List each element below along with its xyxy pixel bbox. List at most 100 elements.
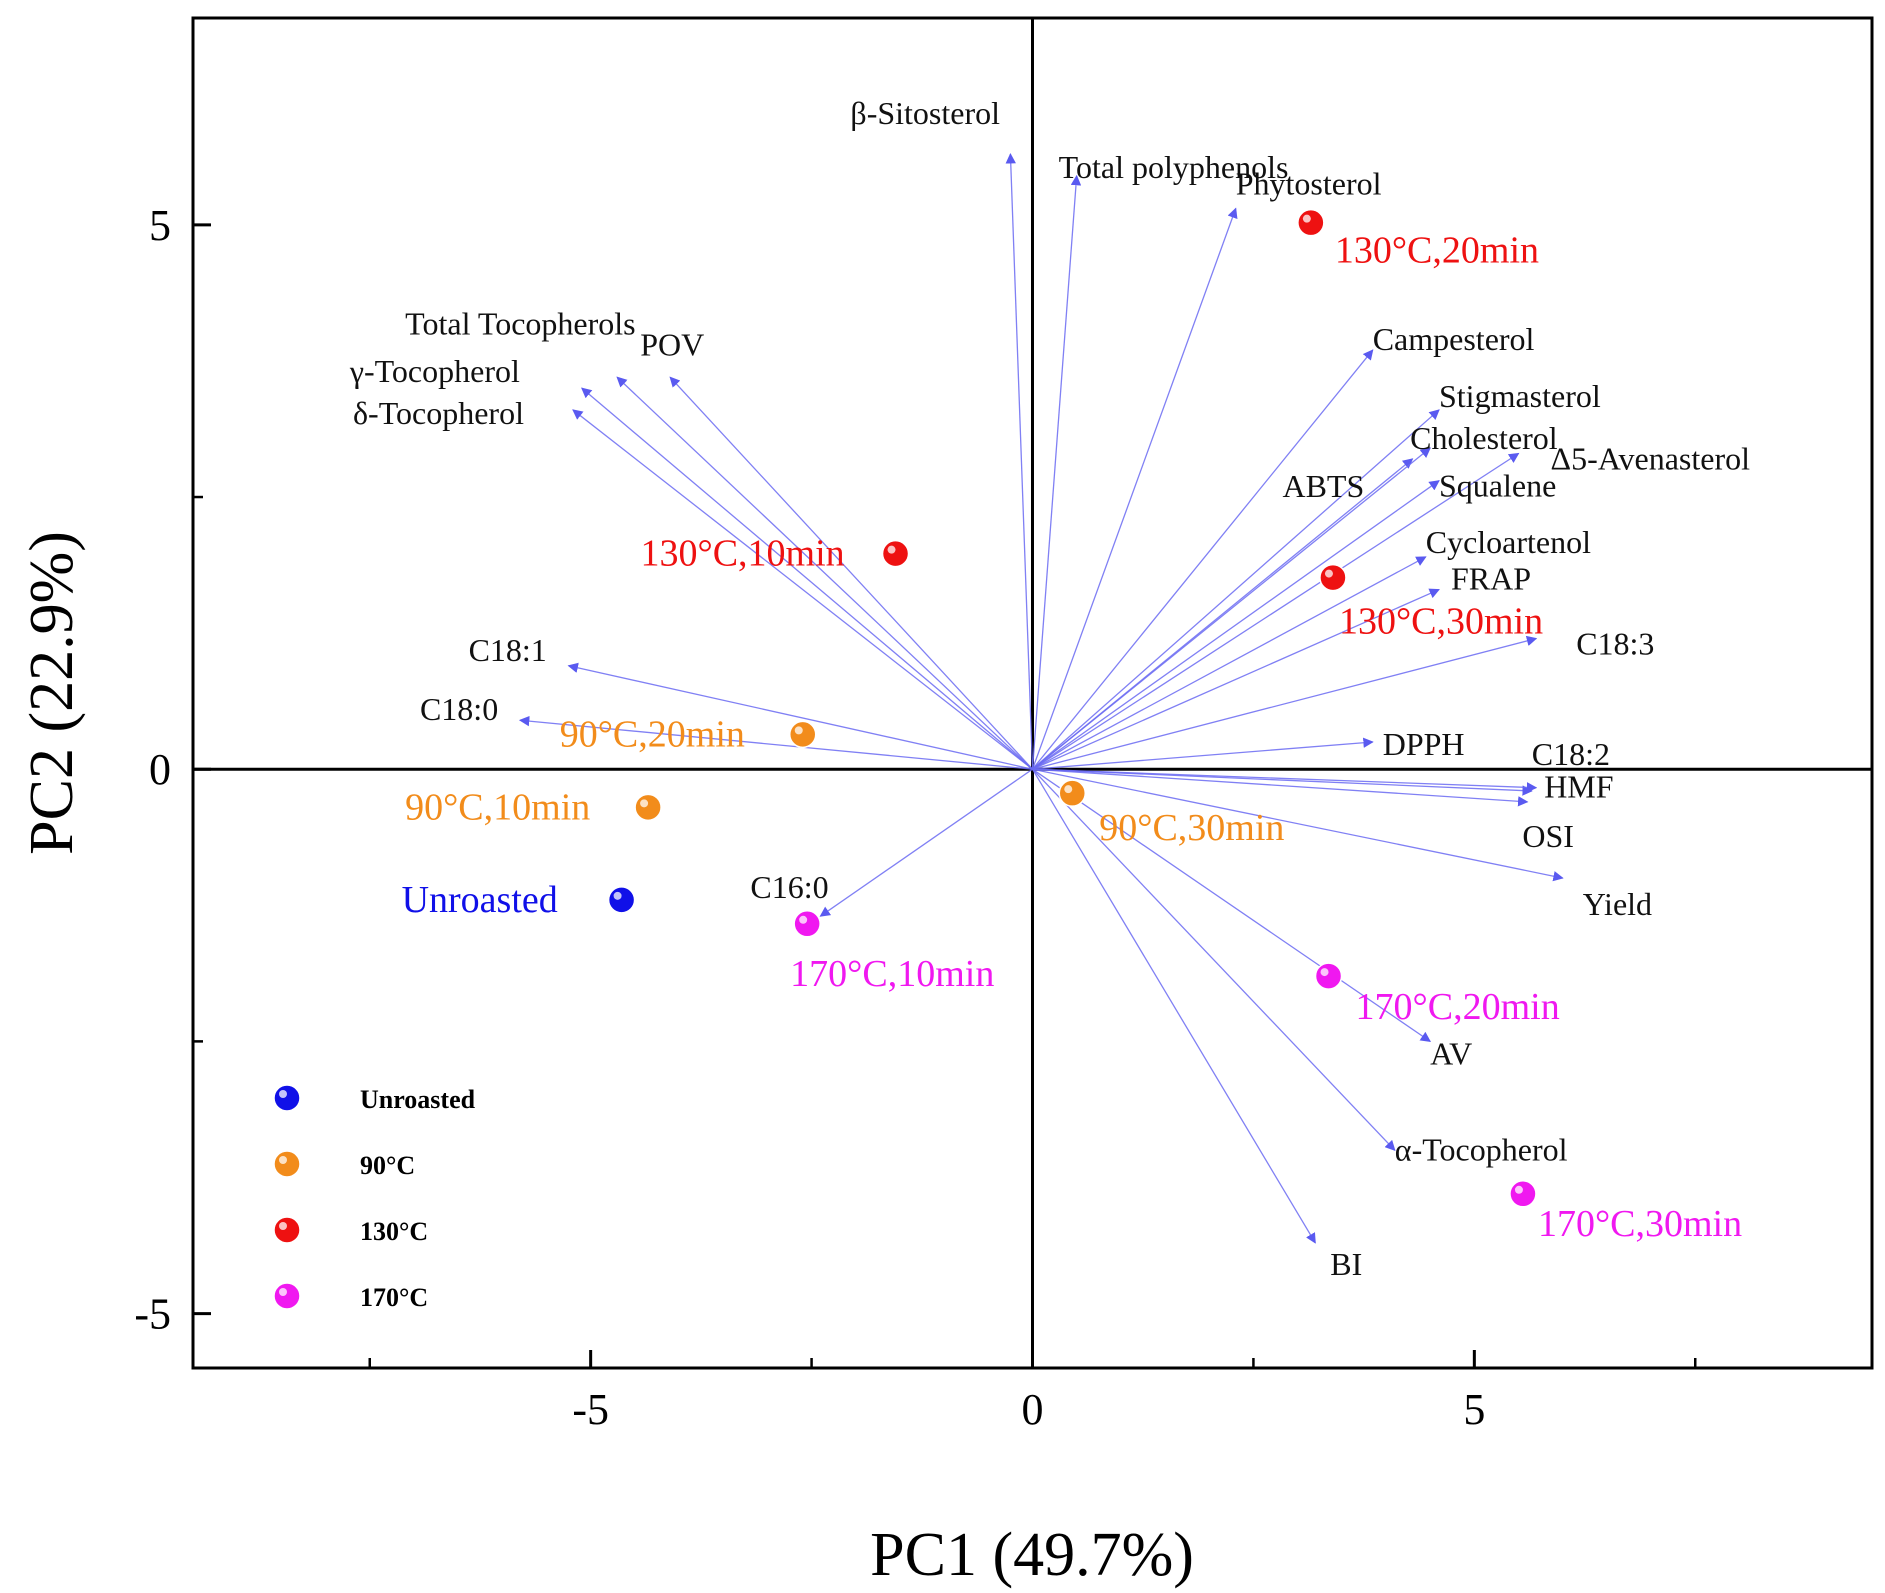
score-label: Unroasted <box>402 879 558 921</box>
score-point-highlight <box>799 915 808 924</box>
loading-arrow <box>1032 737 1374 770</box>
score-label: 170°C,10min <box>790 953 994 995</box>
score-label: 130°C,10min <box>641 533 845 575</box>
loading-label: Total Tocopherols <box>405 305 635 341</box>
score-label: 130°C,20min <box>1335 230 1539 272</box>
loading-arrow <box>1031 768 1316 1244</box>
loading-label: C18:0 <box>420 691 498 727</box>
x-tick-label: 0 <box>1022 1385 1044 1434</box>
loading-arrow <box>572 409 1033 770</box>
score-point-highlight <box>640 799 649 808</box>
legend: Unroasted 90°C 130°C 170°C <box>273 1084 476 1312</box>
score-point <box>1319 563 1347 592</box>
loading-arrows <box>518 153 1564 1244</box>
legend-marker-highlight <box>279 1288 287 1296</box>
score-label: 170°C,20min <box>1356 986 1560 1028</box>
score-label: 90°C,20min <box>560 713 745 755</box>
score-point-highlight <box>887 545 896 554</box>
loading-arrow <box>669 376 1033 770</box>
loading-arrow <box>518 715 1033 770</box>
loading-arrow <box>567 662 1033 770</box>
score-points <box>607 208 1537 1208</box>
loading-label: α-Tocopherol <box>1395 1131 1568 1167</box>
score-point <box>881 539 910 568</box>
loading-label: HMF <box>1544 769 1613 805</box>
loading-arrow <box>1032 768 1432 1042</box>
x-axis-title: PC1 (49.7%) <box>870 1521 1194 1589</box>
loading-label: DPPH <box>1383 726 1465 762</box>
score-point-highlight <box>613 891 622 900</box>
loading-label: OSI <box>1522 818 1574 854</box>
loading-arrow <box>616 376 1033 770</box>
loading-arrow <box>1032 768 1538 793</box>
loading-arrow <box>1032 768 1564 882</box>
score-point-highlight <box>1324 569 1333 578</box>
score-point-highlight <box>1514 1185 1523 1194</box>
score-label: 130°C,30min <box>1339 601 1543 643</box>
y-tick-label: -5 <box>134 1290 171 1339</box>
legend-label: 130°C <box>360 1217 428 1246</box>
loading-arrow <box>1005 153 1034 770</box>
loading-arrow <box>819 768 1033 917</box>
score-point-highlight <box>1320 968 1329 977</box>
loading-arrow <box>1031 349 1374 770</box>
score-point <box>1058 779 1087 807</box>
legend-marker <box>273 1282 301 1310</box>
loading-label: Campesterol <box>1373 321 1535 357</box>
loading-arrow <box>581 387 1033 770</box>
x-tick-label: 5 <box>1463 1385 1485 1434</box>
loading-label: C16:0 <box>750 869 828 905</box>
y-tick-label: 0 <box>149 745 171 794</box>
legend-marker-highlight <box>279 1222 287 1230</box>
y-axis-title: PC2 (22.9%) <box>18 531 86 855</box>
loading-arrow <box>1032 588 1440 770</box>
legend-marker <box>273 1216 301 1244</box>
loading-label: C18:2 <box>1532 736 1610 772</box>
score-point-highlight <box>794 726 803 735</box>
loading-arrow <box>1031 207 1238 770</box>
loading-label: POV <box>640 326 704 362</box>
score-label: 90°C,30min <box>1099 807 1284 849</box>
legend-marker <box>273 1150 301 1178</box>
loading-arrow <box>1032 452 1520 770</box>
legend-label: 90°C <box>360 1151 415 1180</box>
score-point-highlight <box>1064 785 1073 794</box>
loading-arrow <box>1032 635 1538 770</box>
legend-marker <box>273 1084 301 1112</box>
score-point <box>1297 208 1325 237</box>
loading-label: β-Sitosterol <box>850 95 1000 131</box>
loading-label: Stigmasterol <box>1439 378 1601 414</box>
loading-label: C18:3 <box>1576 626 1654 662</box>
loading-label: FRAP <box>1451 561 1531 597</box>
y-tick-label: 5 <box>149 201 171 250</box>
loading-label: Squalene <box>1439 468 1556 504</box>
loading-labels: β-Sitosterol Total polyphenolsPhytosterol… <box>349 95 1750 1282</box>
loading-arrow <box>1032 447 1431 770</box>
loading-label: Total polyphenols <box>1059 149 1289 185</box>
score-point <box>793 910 821 938</box>
loading-arrow <box>1032 480 1440 770</box>
loading-label: ABTS <box>1282 468 1364 504</box>
axis-ticks: -5 0 5 -5 0 5 <box>134 201 1697 1434</box>
score-point <box>634 793 662 822</box>
loading-arrow <box>1032 768 1529 807</box>
loading-label: Yield <box>1583 886 1652 922</box>
legend-marker-highlight <box>279 1156 287 1164</box>
loading-label: Cholesterol <box>1410 420 1558 456</box>
loading-label: Cycloartenol <box>1426 524 1591 560</box>
score-point <box>607 886 636 914</box>
loading-label: BI <box>1330 1246 1362 1282</box>
legend-label: Unroasted <box>360 1085 476 1114</box>
loading-arrow <box>1032 768 1396 1152</box>
loading-label: δ-Tocopherol <box>353 395 524 431</box>
loading-label: γ-Tocopherol <box>349 353 520 389</box>
score-point <box>1314 962 1343 990</box>
score-point-highlight <box>1302 214 1311 223</box>
loading-arrow <box>1031 174 1082 770</box>
legend-label: 170°C <box>360 1283 428 1312</box>
x-tick-label: -5 <box>572 1385 609 1434</box>
legend-marker-highlight <box>279 1090 287 1098</box>
score-label: 90°C,10min <box>405 786 590 828</box>
loading-label: Δ5-Avenasterol <box>1551 440 1751 476</box>
